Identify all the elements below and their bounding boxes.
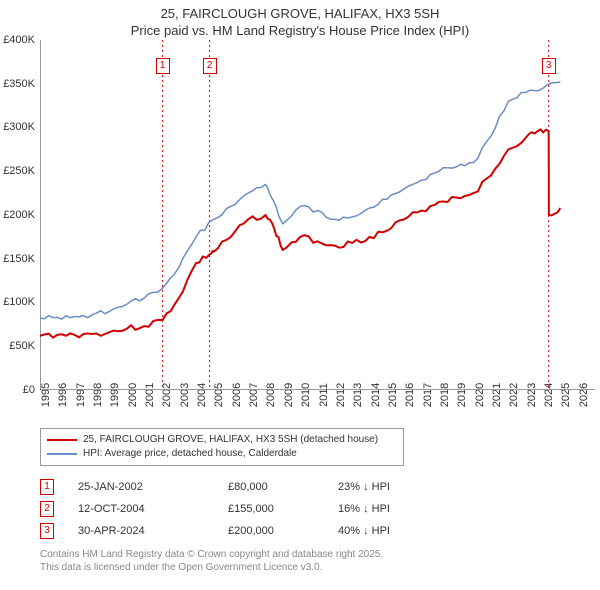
event-delta: 40% ↓ HPI <box>338 525 390 537</box>
x-tick-label: 2009 <box>283 383 295 407</box>
x-tick-label: 2023 <box>526 383 538 407</box>
x-tick-label: 2011 <box>318 383 330 407</box>
y-tick-label: £100K <box>3 296 35 308</box>
x-tick-label: 1998 <box>92 383 104 407</box>
legend-swatch <box>47 453 77 455</box>
event-table: 1 25-JAN-2002£80,00023% ↓ HPI 2 12-OCT-2004… <box>40 476 600 542</box>
y-tick-label: £300K <box>3 121 35 133</box>
event-marker-box: 2 <box>40 501 54 517</box>
y-tick-label: £400K <box>3 34 35 46</box>
event-marker-box: 1 <box>40 479 54 495</box>
x-tick-label: 2005 <box>213 383 225 407</box>
event-price: £80,000 <box>228 481 338 493</box>
event-marker-2: 2 <box>203 58 217 74</box>
legend-label: 25, FAIRCLOUGH GROVE, HALIFAX, HX3 5SH (… <box>83 434 378 445</box>
x-tick-label: 2008 <box>265 383 277 407</box>
series-hpi <box>40 82 560 319</box>
y-tick-label: £0 <box>23 384 35 396</box>
title-line2: Price paid vs. HM Land Registry's House … <box>0 23 600 40</box>
x-tick-label: 2007 <box>248 383 260 407</box>
chart-title: 25, FAIRCLOUGH GROVE, HALIFAX, HX3 5SH P… <box>0 0 600 40</box>
x-tick-label: 1995 <box>40 383 52 407</box>
x-tick-label: 2017 <box>422 383 434 407</box>
event-delta: 23% ↓ HPI <box>338 481 390 493</box>
x-tick-label: 2002 <box>161 383 173 407</box>
x-tick-label: 2025 <box>560 383 572 407</box>
y-tick-label: £250K <box>3 165 35 177</box>
event-date: 30-APR-2024 <box>78 525 228 537</box>
event-marker-box: 3 <box>40 523 54 539</box>
x-tick-label: 2003 <box>179 383 191 407</box>
legend-item: HPI: Average price, detached house, Cald… <box>47 447 397 461</box>
legend: 25, FAIRCLOUGH GROVE, HALIFAX, HX3 5SH (… <box>40 428 404 466</box>
x-tick-label: 2026 <box>578 383 590 407</box>
chart-svg <box>40 40 595 390</box>
x-tick-label: 2022 <box>508 383 520 407</box>
x-tick-label: 2018 <box>439 383 451 407</box>
y-tick-label: £350K <box>3 78 35 90</box>
legend-item: 25, FAIRCLOUGH GROVE, HALIFAX, HX3 5SH (… <box>47 433 397 447</box>
y-tick-label: £150K <box>3 253 35 265</box>
x-tick-label: 2015 <box>387 383 399 407</box>
event-price: £155,000 <box>228 503 338 515</box>
event-date: 12-OCT-2004 <box>78 503 228 515</box>
x-tick-label: 2006 <box>231 383 243 407</box>
event-marker-1: 1 <box>156 58 170 74</box>
x-tick-label: 2020 <box>474 383 486 407</box>
x-tick-label: 2016 <box>404 383 416 407</box>
x-tick-label: 2000 <box>127 383 139 407</box>
event-date: 25-JAN-2002 <box>78 481 228 493</box>
x-tick-label: 2021 <box>491 383 503 407</box>
event-row: 1 25-JAN-2002£80,00023% ↓ HPI <box>40 476 600 498</box>
footer-attribution: Contains HM Land Registry data © Crown c… <box>40 548 600 574</box>
series-price_paid <box>40 129 560 337</box>
legend-label: HPI: Average price, detached house, Cald… <box>83 448 297 459</box>
x-tick-label: 2019 <box>456 383 468 407</box>
x-tick-label: 2004 <box>196 383 208 407</box>
footer-line2: This data is licensed under the Open Gov… <box>40 561 600 574</box>
x-tick-label: 2013 <box>352 383 364 407</box>
y-tick-label: £50K <box>9 340 35 352</box>
x-tick-label: 2012 <box>335 383 347 407</box>
x-tick-label: 2024 <box>543 383 555 407</box>
x-tick-label: 2010 <box>300 383 312 407</box>
event-row: 2 12-OCT-2004£155,00016% ↓ HPI <box>40 498 600 520</box>
event-delta: 16% ↓ HPI <box>338 503 390 515</box>
legend-swatch <box>47 439 77 441</box>
x-tick-label: 1996 <box>57 383 69 407</box>
footer-line1: Contains HM Land Registry data © Crown c… <box>40 548 600 561</box>
event-row: 3 30-APR-2024£200,00040% ↓ HPI <box>40 520 600 542</box>
event-marker-3: 3 <box>542 58 556 74</box>
x-tick-label: 2001 <box>144 383 156 407</box>
y-tick-label: £200K <box>3 209 35 221</box>
event-price: £200,000 <box>228 525 338 537</box>
x-tick-label: 2014 <box>370 383 382 407</box>
x-tick-label: 1999 <box>109 383 121 407</box>
title-line1: 25, FAIRCLOUGH GROVE, HALIFAX, HX3 5SH <box>0 6 600 23</box>
chart-area: £0£50K£100K£150K£200K£250K£300K£350K£400… <box>40 40 595 390</box>
x-tick-label: 1997 <box>75 383 87 407</box>
